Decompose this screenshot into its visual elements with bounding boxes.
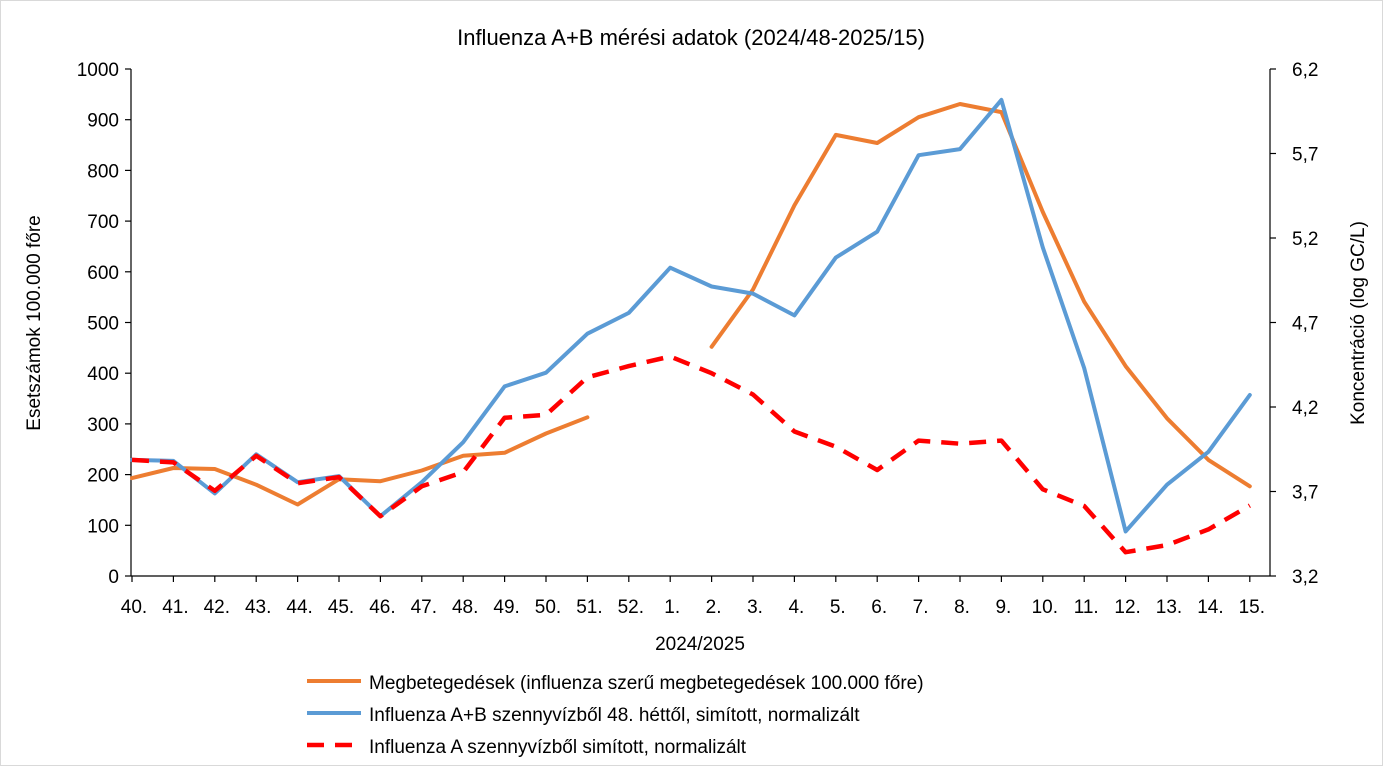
x-axis-tick-label: 51. bbox=[576, 597, 602, 618]
series-line-1 bbox=[130, 415, 590, 507]
x-axis-tick-label: 1. bbox=[664, 597, 680, 618]
x-axis-tick-label: 12. bbox=[1114, 597, 1140, 618]
x-axis-tick-label: 8. bbox=[954, 597, 970, 618]
y-axis-left-tick-label: 200 bbox=[87, 466, 119, 487]
x-axis-tick-label: 48. bbox=[452, 597, 478, 618]
legend-label-2: Influenza A+B szennyvízből 48. héttől, s… bbox=[369, 705, 860, 726]
y-axis-left-tick-label: 0 bbox=[108, 567, 119, 588]
x-axis-tick-label: 43. bbox=[245, 597, 271, 618]
legend-label-3: Influenza A szennyvízből simított, norma… bbox=[369, 737, 747, 758]
y-axis-right-tick-label: 5,7 bbox=[1292, 145, 1318, 166]
y-axis-right-tick-label: 4,7 bbox=[1292, 314, 1318, 335]
x-axis-tick-label: 7. bbox=[913, 597, 929, 618]
x-axis-tick-label: 42. bbox=[204, 597, 230, 618]
x-axis-tick-label: 41. bbox=[162, 597, 188, 618]
x-axis-tick-label: 46. bbox=[369, 597, 395, 618]
y-axis-left-tick-label: 1000 bbox=[77, 60, 119, 81]
x-axis-tick-label: 47. bbox=[411, 597, 437, 618]
series-line-3 bbox=[131, 354, 1251, 555]
y-axis-right-tick-label: 5,2 bbox=[1292, 229, 1318, 250]
x-axis-tick-label: 49. bbox=[493, 597, 519, 618]
y-axis-left-tick-label: 900 bbox=[87, 111, 119, 132]
y-axis-right-label: Koncentráció (log GC/L) bbox=[1348, 221, 1369, 425]
y-axis-right-tick-label: 4,2 bbox=[1292, 398, 1318, 419]
x-axis-tick-label: 15. bbox=[1239, 597, 1265, 618]
x-axis-tick-label: 9. bbox=[995, 597, 1011, 618]
series-line-2 bbox=[130, 97, 1252, 534]
x-axis-tick-label: 5. bbox=[830, 597, 846, 618]
y-axis-right-tick-label: 6,2 bbox=[1292, 60, 1318, 81]
x-axis-tick-label: 13. bbox=[1156, 597, 1182, 618]
x-axis-tick-label: 4. bbox=[788, 597, 804, 618]
x-axis-tick-label: 40. bbox=[121, 597, 147, 618]
x-axis-tick-label: 6. bbox=[871, 597, 887, 618]
y-axis-left-tick-label: 100 bbox=[87, 516, 119, 537]
x-axis-tick-label: 50. bbox=[535, 597, 561, 618]
y-axis-left-tick-label: 800 bbox=[87, 161, 119, 182]
x-axis-tick-label: 52. bbox=[618, 597, 644, 618]
y-axis-right-tick-label: 3,7 bbox=[1292, 483, 1318, 504]
x-axis-tick-label: 14. bbox=[1197, 597, 1223, 618]
legend-label-1: Megbetegedések (influenza szerű megbeteg… bbox=[369, 673, 924, 694]
y-axis-left: 0 100 200 300 400 500 600 700 800 900 1000 bbox=[77, 60, 132, 588]
y-axis-right-tick-label: 3,2 bbox=[1292, 567, 1318, 588]
chart-title: Influenza A+B mérési adatok (2024/48-202… bbox=[457, 25, 925, 50]
x-axis: 40. 41. 42. 43. 44. 45. 46. 47. 48. 49. 50. 51. 52. 1… bbox=[121, 575, 1270, 618]
y-axis-left-label: Esetszámok 100.000 főre bbox=[24, 215, 45, 430]
x-axis-tick-label: 10. bbox=[1032, 597, 1058, 618]
x-axis-label: 2024/2025 bbox=[655, 634, 745, 655]
x-axis-tick-label: 3. bbox=[747, 597, 763, 618]
y-axis-left-tick-label: 600 bbox=[87, 263, 119, 284]
x-axis-tick-label: 44. bbox=[286, 597, 312, 618]
plot-series bbox=[130, 97, 1252, 555]
y-axis-left-tick-label: 500 bbox=[87, 314, 119, 335]
y-axis-left-tick-label: 700 bbox=[87, 212, 119, 233]
x-axis-tick-label: 11. bbox=[1074, 597, 1099, 618]
y-axis-left-tick-label: 400 bbox=[87, 364, 119, 385]
y-axis-right: 3,2 3,7 4,2 4,7 5,2 5,7 6,2 bbox=[1269, 60, 1318, 588]
series-line-1 bbox=[709, 102, 1252, 489]
x-axis-tick-label: 2. bbox=[706, 597, 722, 618]
x-axis-tick-label: 45. bbox=[328, 597, 354, 618]
y-axis-left-tick-label: 300 bbox=[87, 415, 119, 436]
legend: Megbetegedések (influenza szerű megbeteg… bbox=[307, 673, 924, 758]
